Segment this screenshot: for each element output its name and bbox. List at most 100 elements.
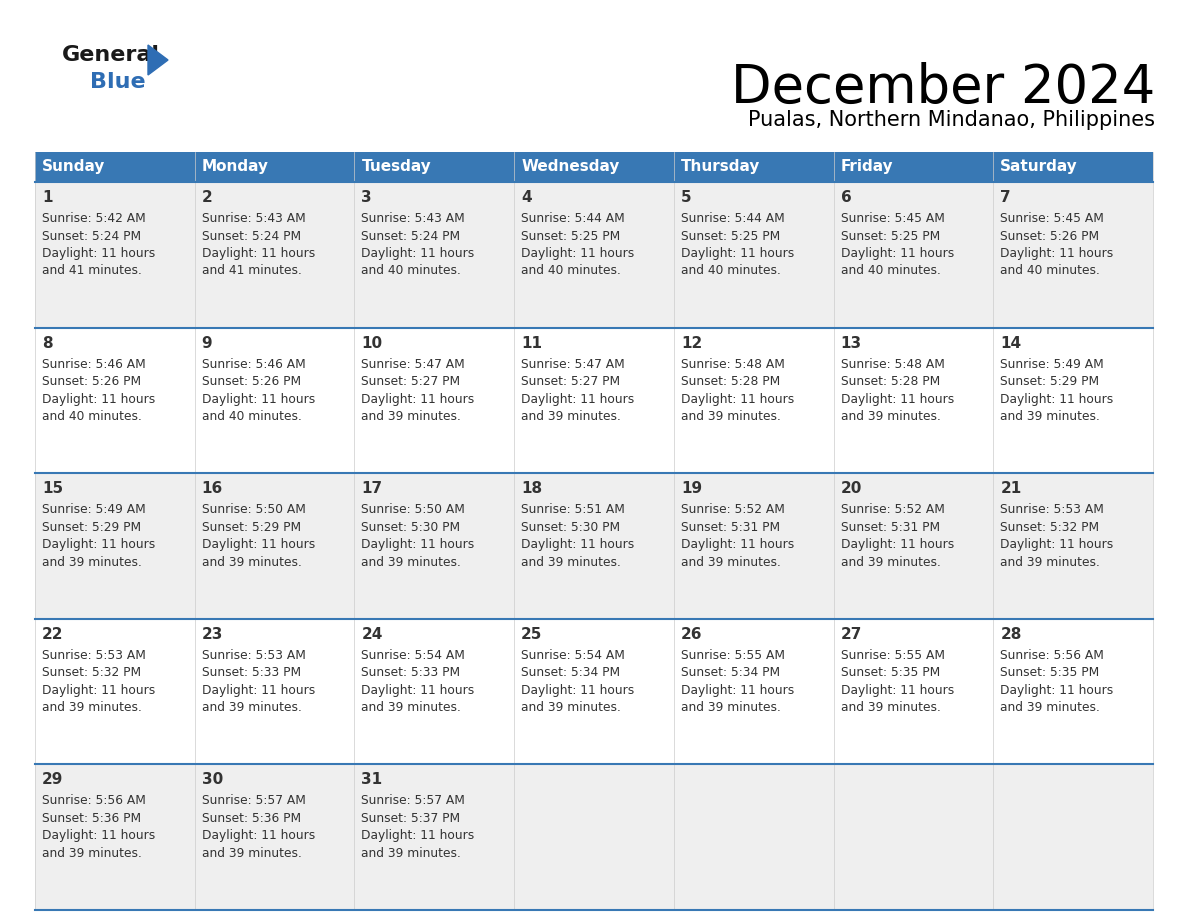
Text: Sunset: 5:29 PM: Sunset: 5:29 PM xyxy=(202,521,301,533)
Text: Daylight: 11 hours: Daylight: 11 hours xyxy=(841,538,954,551)
Text: and 39 minutes.: and 39 minutes. xyxy=(42,847,141,860)
Text: and 39 minutes.: and 39 minutes. xyxy=(681,410,781,423)
Text: Sunrise: 5:44 AM: Sunrise: 5:44 AM xyxy=(522,212,625,225)
Text: and 39 minutes.: and 39 minutes. xyxy=(361,555,461,568)
Text: and 40 minutes.: and 40 minutes. xyxy=(681,264,781,277)
Text: Sunset: 5:33 PM: Sunset: 5:33 PM xyxy=(202,666,301,679)
Text: Daylight: 11 hours: Daylight: 11 hours xyxy=(42,247,156,260)
Text: Daylight: 11 hours: Daylight: 11 hours xyxy=(202,538,315,551)
Text: Daylight: 11 hours: Daylight: 11 hours xyxy=(681,393,794,406)
Text: 5: 5 xyxy=(681,190,691,205)
Text: Daylight: 11 hours: Daylight: 11 hours xyxy=(202,684,315,697)
Text: and 40 minutes.: and 40 minutes. xyxy=(202,410,302,423)
Text: Daylight: 11 hours: Daylight: 11 hours xyxy=(522,538,634,551)
Text: Daylight: 11 hours: Daylight: 11 hours xyxy=(522,247,634,260)
Text: Sunrise: 5:54 AM: Sunrise: 5:54 AM xyxy=(361,649,466,662)
Text: Sunrise: 5:52 AM: Sunrise: 5:52 AM xyxy=(841,503,944,516)
Text: Daylight: 11 hours: Daylight: 11 hours xyxy=(42,538,156,551)
Bar xyxy=(514,328,674,473)
Text: 30: 30 xyxy=(202,772,223,788)
Text: Sunset: 5:25 PM: Sunset: 5:25 PM xyxy=(522,230,620,242)
Text: 31: 31 xyxy=(361,772,383,788)
Bar xyxy=(834,182,993,328)
Text: Sunrise: 5:52 AM: Sunrise: 5:52 AM xyxy=(681,503,785,516)
Text: Sunrise: 5:53 AM: Sunrise: 5:53 AM xyxy=(42,649,146,662)
Bar xyxy=(674,619,834,765)
Text: Daylight: 11 hours: Daylight: 11 hours xyxy=(202,247,315,260)
Text: Daylight: 11 hours: Daylight: 11 hours xyxy=(841,684,954,697)
Text: Sunday: Sunday xyxy=(42,160,106,174)
Text: 8: 8 xyxy=(42,336,52,351)
Text: Sunrise: 5:50 AM: Sunrise: 5:50 AM xyxy=(202,503,305,516)
Bar xyxy=(993,765,1154,910)
Text: Daylight: 11 hours: Daylight: 11 hours xyxy=(202,393,315,406)
Text: and 39 minutes.: and 39 minutes. xyxy=(202,701,302,714)
Text: 6: 6 xyxy=(841,190,852,205)
Bar xyxy=(993,473,1154,619)
Text: Sunset: 5:28 PM: Sunset: 5:28 PM xyxy=(841,375,940,388)
Bar xyxy=(34,619,195,765)
Text: Daylight: 11 hours: Daylight: 11 hours xyxy=(42,393,156,406)
Bar xyxy=(195,619,354,765)
Text: 29: 29 xyxy=(42,772,63,788)
Text: and 39 minutes.: and 39 minutes. xyxy=(841,555,941,568)
Text: and 39 minutes.: and 39 minutes. xyxy=(361,847,461,860)
Text: Daylight: 11 hours: Daylight: 11 hours xyxy=(841,393,954,406)
Polygon shape xyxy=(148,45,168,75)
Bar xyxy=(514,152,674,182)
Text: Sunrise: 5:43 AM: Sunrise: 5:43 AM xyxy=(361,212,466,225)
Bar xyxy=(354,619,514,765)
Bar xyxy=(514,619,674,765)
Text: Sunset: 5:34 PM: Sunset: 5:34 PM xyxy=(522,666,620,679)
Text: and 41 minutes.: and 41 minutes. xyxy=(42,264,141,277)
Text: and 40 minutes.: and 40 minutes. xyxy=(522,264,621,277)
Text: and 40 minutes.: and 40 minutes. xyxy=(841,264,941,277)
Text: 1: 1 xyxy=(42,190,52,205)
Bar xyxy=(34,328,195,473)
Text: Sunset: 5:25 PM: Sunset: 5:25 PM xyxy=(681,230,781,242)
Text: Daylight: 11 hours: Daylight: 11 hours xyxy=(522,684,634,697)
Text: 7: 7 xyxy=(1000,190,1011,205)
Text: 21: 21 xyxy=(1000,481,1022,497)
Text: Daylight: 11 hours: Daylight: 11 hours xyxy=(42,684,156,697)
Bar xyxy=(834,765,993,910)
Text: Sunset: 5:25 PM: Sunset: 5:25 PM xyxy=(841,230,940,242)
Text: Sunrise: 5:46 AM: Sunrise: 5:46 AM xyxy=(42,358,146,371)
Text: and 39 minutes.: and 39 minutes. xyxy=(202,555,302,568)
Text: Sunrise: 5:43 AM: Sunrise: 5:43 AM xyxy=(202,212,305,225)
Text: Sunrise: 5:51 AM: Sunrise: 5:51 AM xyxy=(522,503,625,516)
Bar xyxy=(674,152,834,182)
Bar xyxy=(34,473,195,619)
Text: Daylight: 11 hours: Daylight: 11 hours xyxy=(361,393,475,406)
Text: Sunrise: 5:57 AM: Sunrise: 5:57 AM xyxy=(361,794,466,808)
Text: Monday: Monday xyxy=(202,160,268,174)
Text: 19: 19 xyxy=(681,481,702,497)
Text: Sunset: 5:34 PM: Sunset: 5:34 PM xyxy=(681,666,781,679)
Text: Sunrise: 5:47 AM: Sunrise: 5:47 AM xyxy=(361,358,466,371)
Text: Sunset: 5:27 PM: Sunset: 5:27 PM xyxy=(522,375,620,388)
Text: Sunrise: 5:56 AM: Sunrise: 5:56 AM xyxy=(42,794,146,808)
Text: Sunrise: 5:48 AM: Sunrise: 5:48 AM xyxy=(681,358,785,371)
Text: Daylight: 11 hours: Daylight: 11 hours xyxy=(1000,393,1113,406)
Text: Thursday: Thursday xyxy=(681,160,760,174)
Text: Daylight: 11 hours: Daylight: 11 hours xyxy=(361,829,475,843)
Text: Daylight: 11 hours: Daylight: 11 hours xyxy=(361,538,475,551)
Bar xyxy=(195,473,354,619)
Text: Sunset: 5:31 PM: Sunset: 5:31 PM xyxy=(841,521,940,533)
Text: Daylight: 11 hours: Daylight: 11 hours xyxy=(361,684,475,697)
Bar xyxy=(354,182,514,328)
Text: 26: 26 xyxy=(681,627,702,642)
Bar xyxy=(195,152,354,182)
Text: Sunrise: 5:49 AM: Sunrise: 5:49 AM xyxy=(42,503,146,516)
Text: Daylight: 11 hours: Daylight: 11 hours xyxy=(202,829,315,843)
Text: Sunrise: 5:55 AM: Sunrise: 5:55 AM xyxy=(841,649,944,662)
Bar xyxy=(34,765,195,910)
Bar xyxy=(993,152,1154,182)
Bar xyxy=(195,182,354,328)
Text: Daylight: 11 hours: Daylight: 11 hours xyxy=(522,393,634,406)
Text: Pualas, Northern Mindanao, Philippines: Pualas, Northern Mindanao, Philippines xyxy=(748,110,1155,130)
Text: Sunrise: 5:46 AM: Sunrise: 5:46 AM xyxy=(202,358,305,371)
Text: 11: 11 xyxy=(522,336,542,351)
Text: Sunset: 5:29 PM: Sunset: 5:29 PM xyxy=(42,521,141,533)
Text: 15: 15 xyxy=(42,481,63,497)
